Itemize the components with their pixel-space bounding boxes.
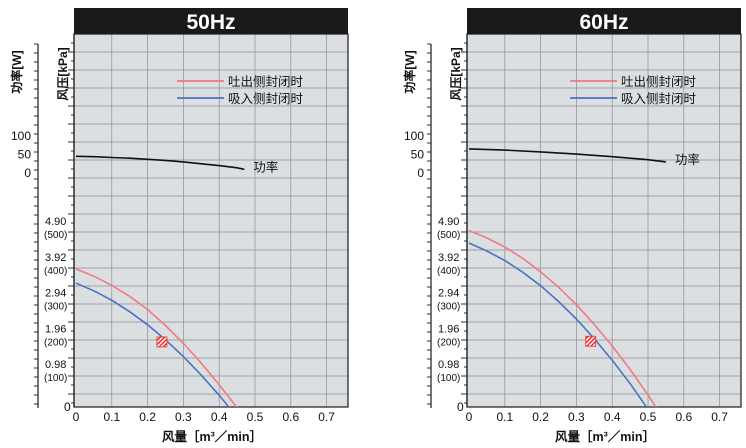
pressure-tick-sublabel: (400)	[44, 266, 67, 277]
power-axis-title: 功率[W]	[9, 50, 24, 93]
plot-area	[467, 34, 741, 407]
pressure-tick-label: 4.90	[45, 216, 66, 228]
power-tick-label: 100	[404, 129, 424, 143]
x-tick-label: 0.2	[532, 410, 549, 424]
x-tick-label: 0.3	[568, 410, 585, 424]
x-tick-label: 0.3	[175, 410, 192, 424]
pressure-tick-sublabel: (300)	[437, 302, 460, 313]
x-tick-label: 0.7	[318, 410, 335, 424]
pressure-tick-label: 3.92	[438, 252, 459, 264]
pressure-line-0	[75, 268, 238, 407]
pressure-tick-label: 0.98	[45, 359, 66, 371]
x-tick-label: 0	[73, 410, 80, 424]
pressure-line-1	[468, 242, 648, 407]
x-tick-label: 0.5	[640, 410, 657, 424]
x-tick-label: 0.1	[496, 410, 513, 424]
legend-label: 吐出侧封闭时	[621, 75, 697, 89]
power-label: 功率	[253, 159, 278, 174]
pressure-line-0	[468, 229, 657, 407]
pressure-tick-sublabel: (100)	[44, 373, 67, 384]
x-tick-label: 0.2	[139, 410, 156, 424]
pressure-tick-sublabel: (500)	[44, 230, 67, 241]
chart-title: 50Hz	[186, 11, 235, 34]
operating-point-marker	[585, 335, 597, 347]
chart-title: 60Hz	[579, 11, 628, 34]
grid	[74, 34, 348, 407]
grid	[467, 34, 741, 407]
pressure-axis-title: 风压[kPa]	[56, 47, 70, 100]
pressure-tick-label: 3.92	[45, 252, 66, 264]
x-tick-label: 0.4	[211, 410, 228, 424]
pressure-tick-sublabel: (400)	[437, 266, 460, 277]
plot-area	[74, 34, 348, 407]
pressure-tick-label: 0.98	[438, 359, 459, 371]
x-tick-label: 0.6	[282, 410, 299, 424]
pressure-tick-label: 2.94	[438, 288, 459, 300]
power-tick-label: 100	[11, 129, 31, 143]
pressure-tick-label: 2.94	[45, 288, 66, 300]
x-axis-title: 风量［m³／min］	[555, 429, 655, 444]
x-tick-label: 0.7	[711, 410, 728, 424]
pressure-tick-label: 4.90	[438, 216, 459, 228]
operating-point-marker	[156, 336, 168, 348]
power-tick-label: 0	[417, 166, 424, 180]
pressure-tick-sublabel: (200)	[44, 337, 67, 348]
legend-label: 吸入侧封闭时	[621, 92, 697, 106]
pressure-tick-sublabel: (300)	[44, 302, 67, 313]
pressure-tick-sublabel: (500)	[437, 230, 460, 241]
legend-label: 吐出侧封闭时	[228, 75, 304, 89]
pressure-axis-title: 风压[kPa]	[449, 47, 463, 100]
power-tick-label: 0	[24, 166, 31, 180]
pressure-zero-label: 0	[64, 400, 71, 414]
power-line	[468, 148, 666, 163]
pressure-tick-sublabel: (100)	[437, 373, 460, 384]
power-label: 功率	[675, 152, 700, 167]
title-bar	[74, 8, 348, 34]
power-tick-label: 50	[411, 148, 425, 162]
series-group	[468, 148, 666, 407]
pressure-tick-label: 1.96	[45, 323, 66, 335]
x-tick-label: 0	[466, 410, 473, 424]
x-tick-label: 0.4	[604, 410, 621, 424]
power-tick-label: 50	[18, 148, 32, 162]
pressure-tick-sublabel: (200)	[437, 337, 460, 348]
title-bar	[467, 8, 741, 34]
x-tick-label: 0.5	[247, 410, 264, 424]
pressure-tick-label: 1.96	[438, 323, 459, 335]
pressure-zero-label: 0	[457, 400, 464, 414]
x-tick-label: 0.1	[103, 410, 120, 424]
x-tick-label: 0.6	[675, 410, 692, 424]
chart-60hz: 60Hz 功率[W] 风压[kPa] 100 50 0 0.98 (100) 1.96 (200)…	[402, 8, 742, 444]
chart-50hz-panel: 50Hz 功率[W] 风压[kPa] 100 50 0 0.98 (100) 1.96 (200)…	[9, 8, 349, 444]
chart-50hz: 50Hz 功率[W] 风压[kPa] 100 50 0 0.98 (100) 1.96 (200)…	[9, 8, 349, 444]
power-line	[75, 155, 245, 171]
chart-60hz-panel: 60Hz 功率[W] 风压[kPa] 100 50 0 0.98 (100) 1.96 (200)…	[393, 0, 746, 448]
x-axis-title: 风量［m³／min］	[162, 429, 262, 444]
power-axis-title: 功率[W]	[402, 50, 417, 93]
legend-label: 吸入侧封闭时	[228, 92, 304, 106]
